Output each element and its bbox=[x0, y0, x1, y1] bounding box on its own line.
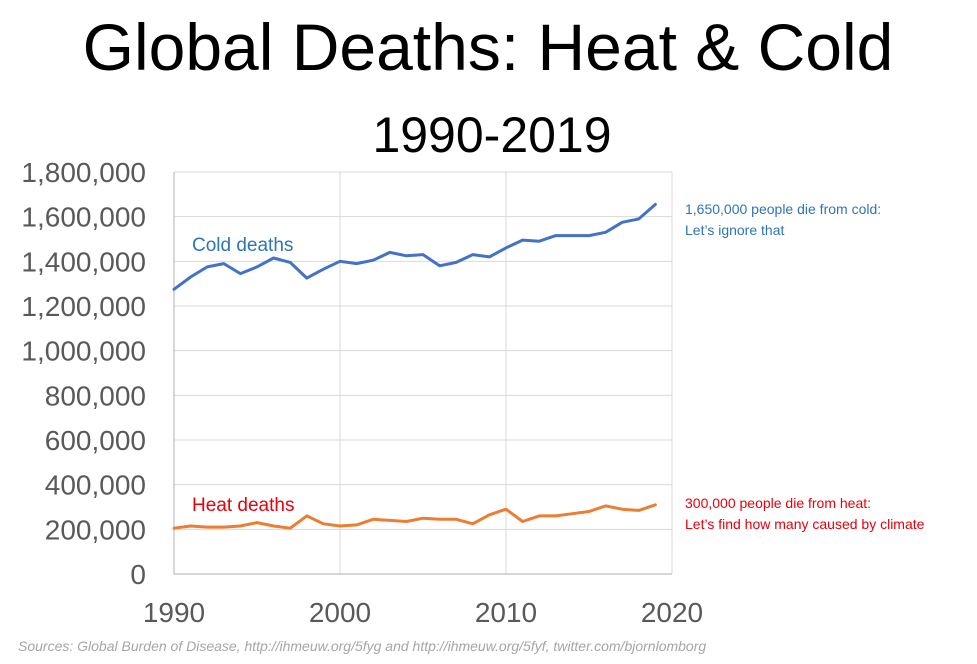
y-tick-label: 1,000,000 bbox=[21, 336, 146, 367]
y-tick-labels: 0 200,000 400,000 600,000 800,000 1,000,000 1,… bbox=[21, 157, 146, 590]
annotation-heat-line1: 300,000 people die from heat: bbox=[685, 495, 871, 511]
y-tick-label: 200,000 bbox=[45, 514, 146, 545]
x-tick-label: 2020 bbox=[641, 597, 703, 628]
series-lines bbox=[172, 202, 657, 530]
heat-deaths-line bbox=[172, 503, 657, 530]
y-tick-label: 1,600,000 bbox=[21, 202, 146, 233]
y-tick-label: 400,000 bbox=[45, 470, 146, 501]
series-label-cold: Cold deaths bbox=[192, 235, 293, 256]
y-tick-label: 0 bbox=[130, 559, 146, 590]
y-tick-label: 1,800,000 bbox=[21, 157, 146, 188]
chart-subtitle: 1990-2019 bbox=[372, 107, 611, 163]
x-tick-labels: 1990 2000 2010 2020 bbox=[143, 597, 703, 628]
y-tick-label: 600,000 bbox=[45, 425, 146, 456]
y-tick-label: 800,000 bbox=[45, 380, 146, 411]
annotation-heat-line2: Let’s find how many caused by climate bbox=[685, 516, 925, 532]
x-tick-label: 2010 bbox=[475, 597, 537, 628]
x-tick-label: 1990 bbox=[143, 597, 205, 628]
chart-title: Global Deaths: Heat & Cold bbox=[83, 10, 894, 84]
annotation-cold-line1: 1,650,000 people die from cold: bbox=[685, 201, 881, 217]
annotation-cold-line2: Let’s ignore that bbox=[685, 222, 784, 238]
gridlines bbox=[174, 171, 673, 574]
axes bbox=[173, 172, 672, 575]
y-tick-label: 1,400,000 bbox=[21, 246, 146, 277]
cold-deaths-line bbox=[172, 202, 657, 291]
x-tick-label: 2000 bbox=[309, 597, 371, 628]
series-label-heat: Heat deaths bbox=[192, 495, 294, 516]
y-tick-label: 1,200,000 bbox=[21, 291, 146, 322]
source-note: Sources: Global Burden of Disease, http:… bbox=[18, 638, 706, 654]
